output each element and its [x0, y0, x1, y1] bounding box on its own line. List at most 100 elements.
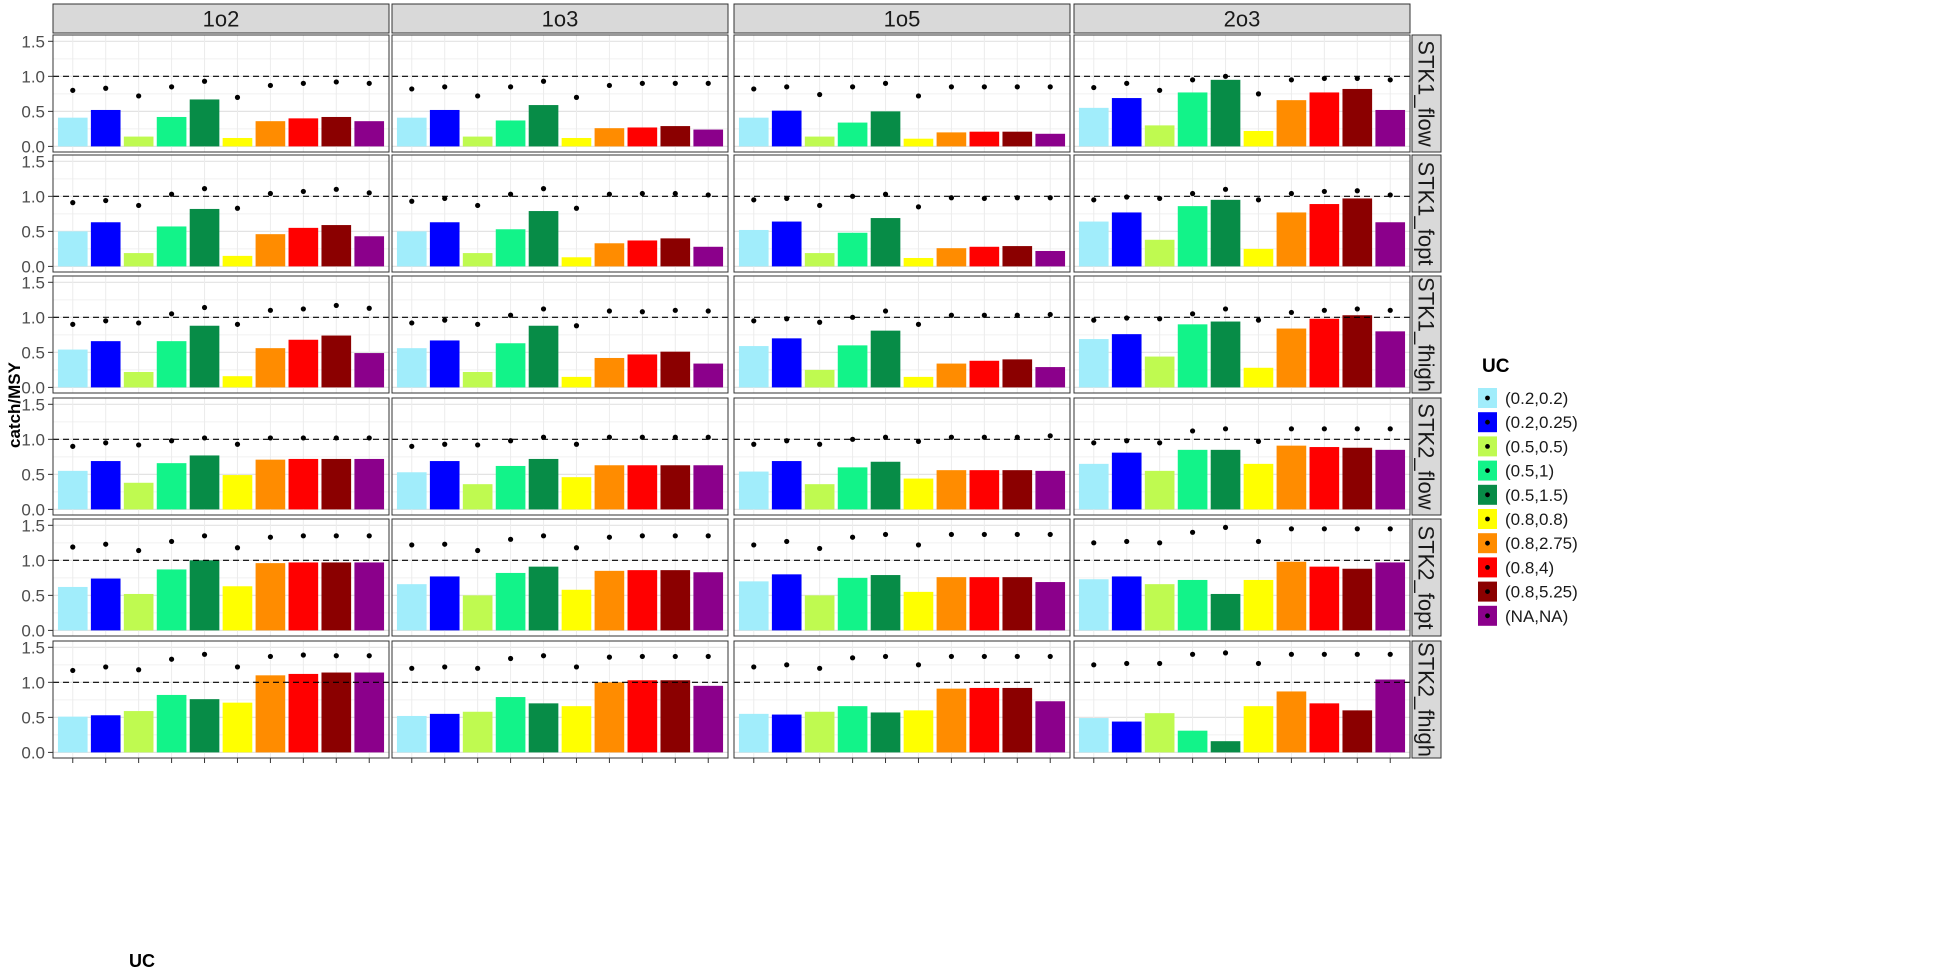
- point: [70, 87, 76, 93]
- bar: [1144, 239, 1175, 267]
- facet-panel: [1073, 275, 1411, 394]
- bar: [462, 371, 493, 388]
- bar: [1035, 133, 1066, 147]
- bar: [1210, 321, 1241, 388]
- point: [507, 536, 514, 542]
- bar: [123, 136, 154, 147]
- bar: [288, 118, 319, 147]
- panel-border: [52, 518, 390, 637]
- bar: [1002, 577, 1033, 631]
- panel-border: [1073, 275, 1411, 394]
- point: [981, 312, 987, 318]
- bar: [1078, 463, 1109, 510]
- point: [234, 441, 241, 447]
- point: [267, 307, 274, 313]
- point: [234, 205, 241, 211]
- bar: [321, 672, 352, 753]
- point: [1387, 526, 1393, 532]
- point: [573, 545, 580, 551]
- panel-border: [391, 34, 729, 153]
- panel-border: [1073, 640, 1411, 759]
- bar: [57, 716, 88, 753]
- point: [1222, 524, 1229, 531]
- point: [705, 192, 711, 198]
- bar: [189, 699, 220, 753]
- bar: [123, 371, 154, 388]
- point: [751, 441, 757, 447]
- point: [981, 531, 987, 538]
- point: [1387, 192, 1393, 198]
- point: [784, 316, 790, 322]
- bar: [594, 128, 625, 147]
- bar: [123, 711, 154, 753]
- legend-label: (0.8,4): [1505, 558, 1554, 577]
- point: [201, 78, 208, 84]
- facet-panel: [1073, 34, 1411, 153]
- point: [333, 435, 339, 441]
- bar: [903, 478, 934, 510]
- bar: [693, 465, 724, 510]
- y-tick-label: 0.5: [21, 102, 45, 121]
- point: [333, 302, 339, 309]
- facet-strip-row-label: STK1_fopt: [1414, 162, 1439, 266]
- point: [1124, 660, 1130, 667]
- point: [1354, 306, 1360, 312]
- bar: [288, 562, 319, 631]
- point: [915, 542, 922, 548]
- bar: [738, 713, 769, 753]
- legend-label: (0.5,1): [1505, 462, 1554, 481]
- point: [507, 438, 514, 444]
- point: [333, 653, 339, 659]
- bar: [660, 570, 691, 631]
- bar: [495, 572, 526, 631]
- bar: [594, 243, 625, 267]
- bar: [222, 376, 253, 388]
- point: [103, 197, 109, 204]
- y-tick-label: 1.5: [21, 32, 45, 51]
- point: [366, 653, 372, 659]
- point: [1288, 651, 1295, 657]
- bar: [255, 121, 286, 147]
- point: [103, 318, 109, 324]
- point: [1047, 84, 1053, 90]
- bar: [189, 208, 220, 267]
- point: [849, 193, 856, 199]
- point: [1189, 311, 1196, 317]
- bar: [354, 458, 385, 510]
- point: [705, 308, 711, 314]
- point: [300, 306, 306, 312]
- point: [168, 84, 175, 90]
- point: [751, 318, 757, 324]
- point: [1157, 660, 1163, 667]
- point: [267, 435, 274, 441]
- bar: [1144, 470, 1175, 510]
- point: [70, 544, 76, 550]
- bar: [429, 222, 460, 267]
- facet-panel: [391, 640, 729, 763]
- facet-strip-row: [1411, 154, 1442, 273]
- point: [672, 533, 678, 539]
- point: [70, 200, 76, 206]
- panel-border: [733, 397, 1071, 516]
- bar: [354, 121, 385, 147]
- point: [1288, 426, 1295, 432]
- point: [540, 434, 547, 440]
- point: [540, 186, 547, 192]
- facet-panel: [733, 518, 1071, 637]
- legend-label: (0.8,5.25): [1505, 583, 1578, 602]
- bar: [594, 570, 625, 631]
- facet-strip-row-label: STK2_fhigh: [1414, 642, 1439, 757]
- point: [606, 308, 613, 314]
- point: [103, 541, 109, 547]
- bar: [528, 703, 559, 753]
- bar: [1342, 315, 1373, 388]
- point: [168, 191, 175, 197]
- panel-border: [391, 640, 729, 759]
- bar: [1243, 579, 1274, 631]
- bar: [804, 253, 835, 267]
- bar: [1078, 107, 1109, 147]
- y-tick-label: 0.5: [21, 222, 45, 241]
- point: [849, 436, 856, 442]
- legend-key-point: [1485, 419, 1490, 425]
- point: [1321, 307, 1327, 313]
